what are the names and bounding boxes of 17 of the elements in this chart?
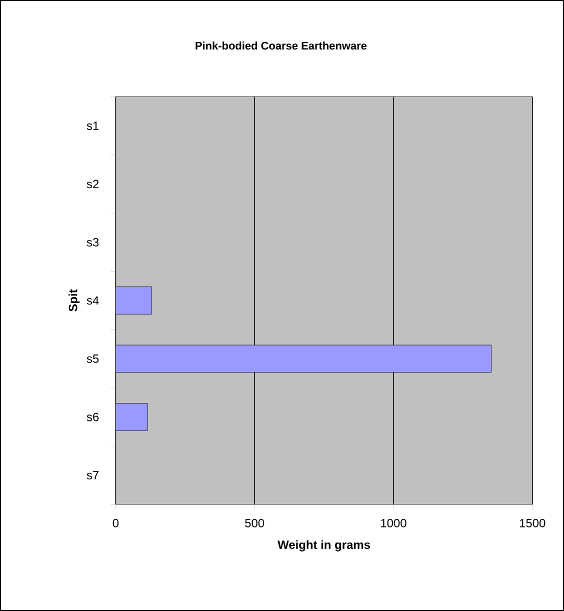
y-tick-label: s4 bbox=[86, 296, 99, 305]
x-axis-title: Weight in grams bbox=[278, 540, 370, 552]
y-tick-label: s3 bbox=[86, 238, 99, 246]
y-tick-label: s1 bbox=[86, 122, 99, 130]
y-tick-label: s7 bbox=[86, 471, 99, 480]
x-tick-label: 500 bbox=[245, 518, 264, 528]
y-tick-label: s2 bbox=[86, 180, 99, 188]
chart-title: Pink-bodied Coarse Earthenware bbox=[196, 42, 367, 50]
x-tick-label: 0 bbox=[112, 518, 119, 528]
x-tick-label: 1000 bbox=[381, 518, 406, 528]
y-axis-title: Spit bbox=[68, 289, 80, 312]
y-tick-label: s6 bbox=[86, 412, 99, 422]
bar bbox=[116, 403, 148, 431]
bar bbox=[116, 344, 492, 373]
bar bbox=[116, 286, 152, 314]
y-tick-label: s5 bbox=[86, 354, 99, 363]
x-tick-label: 1500 bbox=[520, 518, 546, 528]
